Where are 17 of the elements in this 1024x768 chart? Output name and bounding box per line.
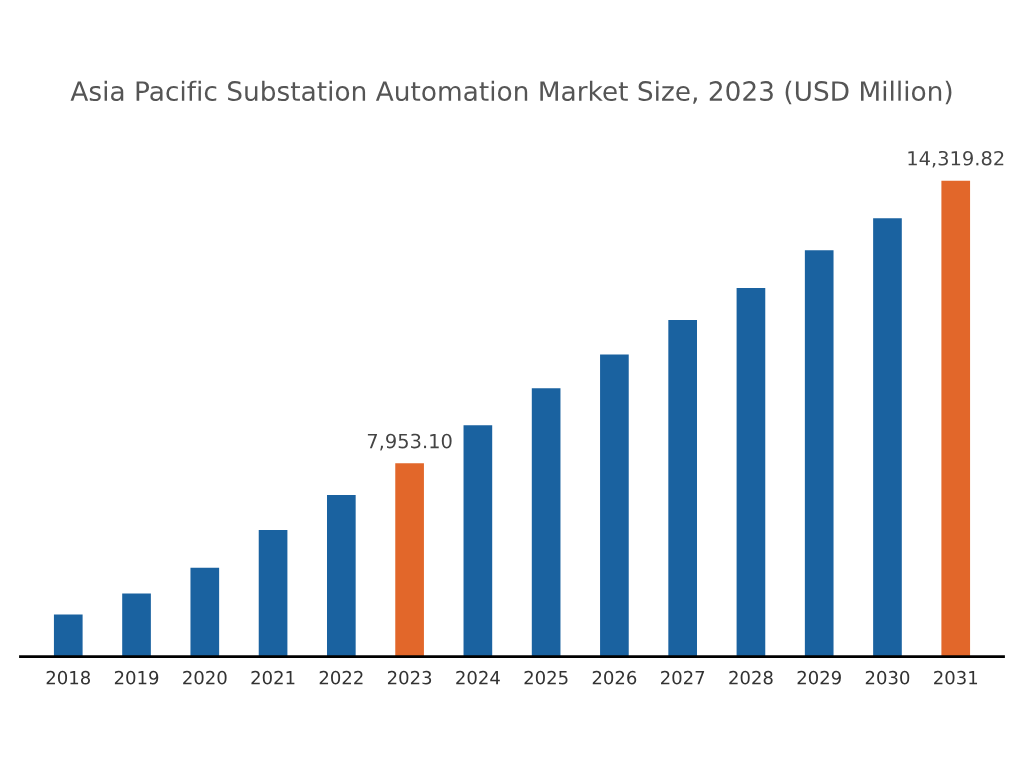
x-tick-label: 2025 — [524, 670, 568, 685]
x-tick-label: 2022 — [319, 670, 363, 685]
x-tick-label: 2020 — [183, 670, 227, 685]
x-tick-label: 2026 — [592, 670, 637, 685]
data-label: 7,953.10 — [367, 433, 452, 451]
x-tick-label: 2029 — [797, 670, 841, 685]
x-tick-label: 2024 — [456, 670, 500, 685]
chart-title: Asia Pacific Substation Automation Market Size, 2023 (USD Million) — [70, 80, 952, 105]
x-tick-label: 2028 — [729, 670, 773, 685]
x-tick-label: 2023 — [387, 670, 432, 685]
x-tick-label: 2030 — [865, 670, 910, 685]
data-label: 14,319.82 — [908, 150, 1004, 168]
x-tick-label: 2027 — [661, 670, 705, 685]
x-tick-label: 2021 — [251, 670, 295, 685]
x-tick-label: 2031 — [934, 670, 978, 685]
x-tick-label: 2019 — [114, 670, 159, 685]
x-tick-label: 2018 — [46, 670, 91, 685]
